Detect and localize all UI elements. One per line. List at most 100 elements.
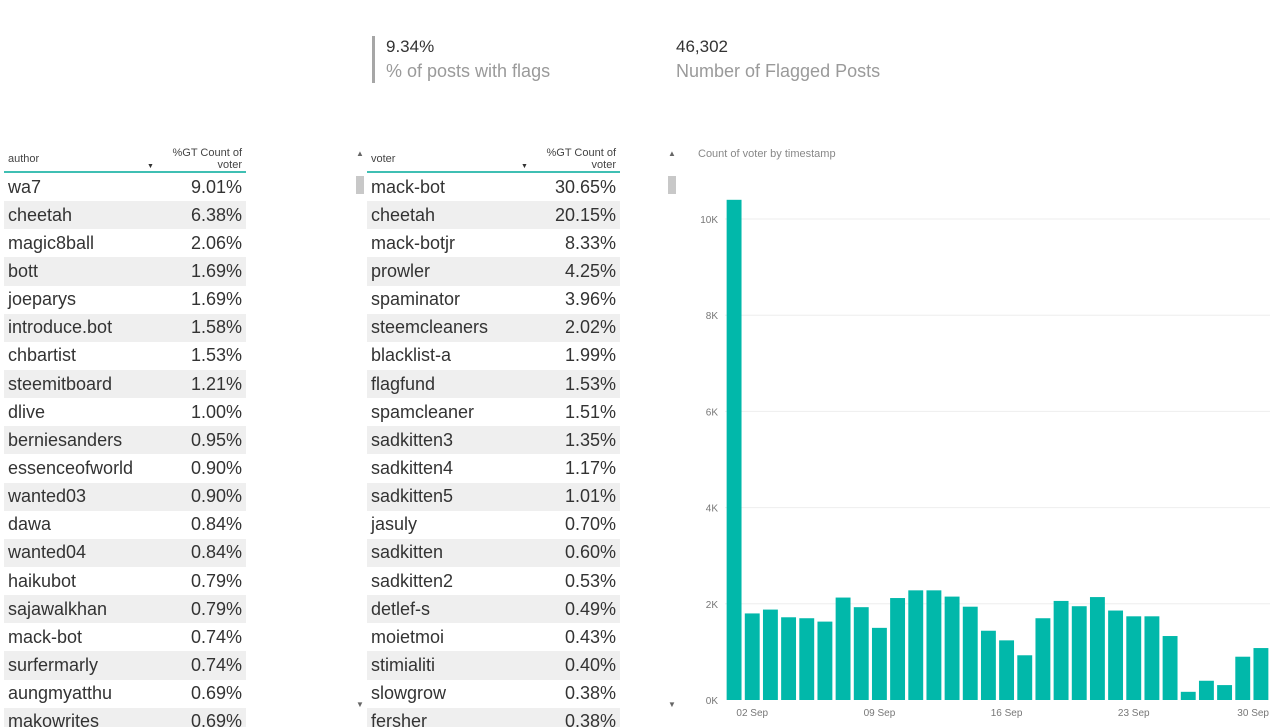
table-row[interactable]: aungmyatthu 0.69% xyxy=(4,680,246,708)
sort-descending-icon: ▼ xyxy=(521,163,528,170)
table-row[interactable]: dawa 0.84% xyxy=(4,511,246,539)
percent-cell: 1.17% xyxy=(564,457,616,478)
table-row[interactable]: stimialiti 0.40% xyxy=(367,651,620,680)
percent-cell: 1.35% xyxy=(517,426,620,455)
table-row[interactable]: introduce.bot 1.58% xyxy=(4,313,246,342)
table-row[interactable]: wanted04 0.84% xyxy=(4,538,246,567)
voter-name-cell: steemcleaners xyxy=(367,313,517,342)
y-tick-label: 8K xyxy=(706,311,719,322)
table-row[interactable]: sadkitten5 1.01% xyxy=(367,482,620,511)
scroll-thumb[interactable] xyxy=(668,176,676,194)
table-row[interactable]: sadkitten4 1.17% xyxy=(367,454,620,482)
table-row[interactable]: cheetah 6.38% xyxy=(4,201,246,230)
bar[interactable] xyxy=(762,609,778,700)
bar[interactable] xyxy=(871,627,887,700)
author-percent-column-header[interactable]: %GT Count of voter ▼ xyxy=(143,147,246,173)
bar[interactable] xyxy=(926,590,942,700)
bar[interactable] xyxy=(1144,616,1160,700)
table-row[interactable]: sadkitten 0.60% xyxy=(367,538,620,567)
voter-column-header[interactable]: voter xyxy=(367,147,517,173)
table-row[interactable]: sadkitten3 1.35% xyxy=(367,426,620,455)
table-row[interactable]: prowler 4.25% xyxy=(367,257,620,286)
bar[interactable] xyxy=(980,630,996,700)
table-row[interactable]: haikubot 0.79% xyxy=(4,567,246,595)
table-row[interactable]: makowrites 0.69% xyxy=(4,707,246,727)
scroll-up-icon[interactable]: ▲ xyxy=(668,149,676,158)
table-row[interactable]: jasuly 0.70% xyxy=(367,511,620,539)
y-tick-label: 6K xyxy=(706,407,719,418)
table-row[interactable]: slowgrow 0.38% xyxy=(367,680,620,708)
x-tick-label: 23 Sep xyxy=(1118,708,1150,719)
bar[interactable] xyxy=(1217,685,1233,700)
bar[interactable] xyxy=(817,621,833,700)
kpi-value: 46,302 xyxy=(676,37,728,56)
x-tick-label: 30 Sep xyxy=(1237,708,1269,719)
voter-percent-column-header[interactable]: %GT Count of voter ▼ xyxy=(517,147,620,173)
bar[interactable] xyxy=(908,590,924,700)
chart-scrollbar[interactable]: ▲ ▼ xyxy=(668,150,676,715)
scroll-down-icon[interactable]: ▼ xyxy=(356,700,364,709)
bar[interactable] xyxy=(944,596,960,700)
table-row[interactable]: flagfund 1.53% xyxy=(367,369,620,399)
table-row[interactable]: essenceofworld 0.90% xyxy=(4,454,246,482)
table-row[interactable]: berniesanders 0.95% xyxy=(4,426,246,455)
bar[interactable] xyxy=(1126,616,1142,700)
scroll-down-icon[interactable]: ▼ xyxy=(668,700,676,709)
bar[interactable] xyxy=(835,597,851,700)
table-row[interactable]: mack-bot 0.74% xyxy=(4,623,246,651)
table-row[interactable]: detlef-s 0.49% xyxy=(367,595,620,624)
table-row[interactable]: steemcleaners 2.02% xyxy=(367,313,620,342)
bar[interactable] xyxy=(726,199,742,701)
scroll-up-icon[interactable]: ▲ xyxy=(356,149,364,158)
bar[interactable] xyxy=(1198,680,1214,700)
table-row[interactable]: joeparys 1.69% xyxy=(4,286,246,314)
table-row[interactable]: spaminator 3.96% xyxy=(367,286,620,314)
table-row[interactable]: sadkitten2 0.53% xyxy=(367,567,620,595)
bar[interactable] xyxy=(1108,610,1124,700)
percent-cell: 1.69% xyxy=(190,289,242,310)
bar[interactable] xyxy=(1162,636,1178,700)
bar[interactable] xyxy=(799,618,815,700)
table-row[interactable]: cheetah 20.15% xyxy=(367,201,620,230)
table-row[interactable]: wa7 9.01% xyxy=(4,172,246,201)
percent-cell: 1.21% xyxy=(143,369,246,399)
percent-cell: 6.38% xyxy=(143,201,246,230)
voter-table: voter %GT Count of voter ▼ mack-bot 30.65… xyxy=(367,147,620,727)
bar[interactable] xyxy=(1089,597,1105,700)
scroll-thumb[interactable] xyxy=(356,176,364,194)
voter-table-body: mack-bot 30.65% cheetah 20.15% mack-botjr 8.3… xyxy=(367,172,620,727)
table-row[interactable]: mack-botjr 8.33% xyxy=(367,229,620,257)
table-row[interactable]: magic8ball 2.06% xyxy=(4,229,246,257)
voter-table-scrollbar[interactable]: ▲ ▼ xyxy=(356,150,364,715)
voter-name-cell: sadkitten3 xyxy=(367,426,517,455)
percent-cell: 0.79% xyxy=(190,570,242,591)
table-row[interactable]: bott 1.69% xyxy=(4,257,246,286)
table-row[interactable]: surfermarly 0.74% xyxy=(4,651,246,680)
bar[interactable] xyxy=(1235,656,1251,700)
bar[interactable] xyxy=(744,613,760,700)
bar[interactable] xyxy=(890,598,906,700)
bar[interactable] xyxy=(1253,648,1269,700)
author-table: author %GT Count of voter ▼ wa7 9.01% chee… xyxy=(4,147,246,727)
bar[interactable] xyxy=(853,607,869,700)
table-row[interactable]: wanted03 0.90% xyxy=(4,482,246,511)
bar[interactable] xyxy=(781,617,797,700)
table-row[interactable]: sajawalkhan 0.79% xyxy=(4,595,246,624)
table-row[interactable]: dlive 1.00% xyxy=(4,398,246,426)
column-header-label: %GT Count of voter xyxy=(546,147,617,171)
bar[interactable] xyxy=(1035,618,1051,700)
bar[interactable] xyxy=(1071,606,1087,700)
author-column-header[interactable]: author xyxy=(4,147,143,173)
bar[interactable] xyxy=(1053,600,1069,700)
table-row[interactable]: moietmoi 0.43% xyxy=(367,623,620,651)
bar[interactable] xyxy=(962,606,978,700)
table-row[interactable]: spamcleaner 1.51% xyxy=(367,398,620,426)
bar[interactable] xyxy=(1180,691,1196,700)
table-row[interactable]: steemitboard 1.21% xyxy=(4,369,246,399)
table-row[interactable]: mack-bot 30.65% xyxy=(367,172,620,201)
table-row[interactable]: blacklist-a 1.99% xyxy=(367,342,620,370)
bar[interactable] xyxy=(1017,655,1033,700)
table-row[interactable]: chbartist 1.53% xyxy=(4,342,246,370)
bar[interactable] xyxy=(999,640,1015,700)
table-row[interactable]: fersher 0.38% xyxy=(367,707,620,727)
